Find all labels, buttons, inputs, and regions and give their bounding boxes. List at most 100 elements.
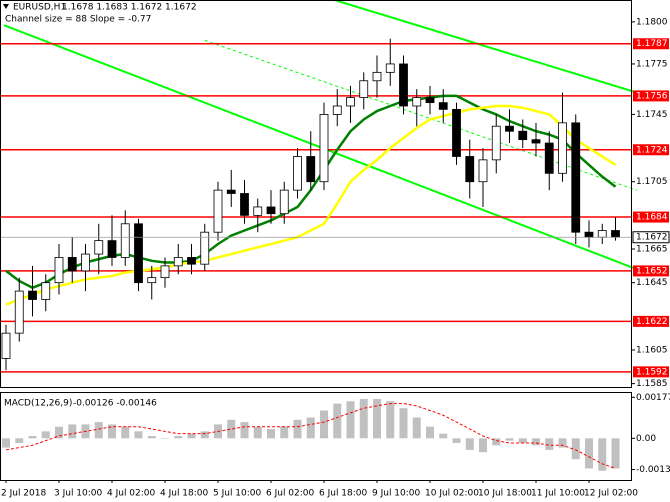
macd-bar: [240, 422, 249, 439]
candle-body: [385, 63, 395, 73]
y-tick-label: 0.00177: [636, 393, 670, 403]
level-label: 1.1652: [636, 266, 668, 276]
macd-bar: [399, 408, 408, 439]
candle-body: [41, 282, 51, 300]
level-label-box: [633, 366, 669, 378]
macd-bar: [545, 438, 554, 450]
x-tick-label: 2 Jul 2018: [1, 489, 46, 499]
candle-body: [399, 63, 408, 107]
macd-bar: [55, 426, 63, 439]
macd-bar: [558, 438, 567, 448]
level-label-box: [633, 315, 669, 327]
candle-body: [584, 231, 594, 238]
candle-body: [120, 223, 130, 258]
ohlc-readout: 1.1678 1.1683 1.1672 1.1672: [62, 3, 197, 13]
x-tick-label: 4 Jul 18:00: [160, 489, 209, 499]
macd-bar: [571, 438, 580, 460]
candle-body: [266, 206, 276, 215]
macd-bar: [479, 438, 487, 453]
candle-body: [558, 122, 567, 174]
y-tick-label: 0.00: [636, 434, 656, 444]
macd-bar: [518, 438, 527, 443]
y-tick-label: 1.1775: [636, 59, 668, 69]
macd-bar: [121, 426, 130, 439]
candle-body: [253, 206, 263, 216]
macd-bar: [94, 422, 103, 439]
macd-bar: [306, 417, 315, 439]
y-tick-label: 1.1645: [636, 278, 668, 288]
candle-body: [107, 240, 117, 258]
level-label-box: [633, 90, 669, 102]
macd-bar: [147, 436, 156, 439]
candle-body: [611, 230, 620, 238]
macd-bar: [187, 433, 196, 439]
candle-body: [346, 97, 355, 107]
macd-readout: -0.00126 -0.00146: [73, 399, 157, 409]
level-label: 1.1684: [636, 213, 668, 223]
macd-bar: [505, 438, 514, 441]
candle-body: [505, 125, 514, 132]
candle-body: [213, 189, 223, 233]
candle-body: [478, 159, 488, 183]
x-tick-label: 11 Jul 10:00: [531, 489, 585, 499]
candle-body: [359, 80, 369, 98]
x-tick-label: 10 Jul 18:00: [478, 489, 532, 499]
macd-bar: [227, 419, 236, 439]
y-tick-label: 1.1745: [636, 110, 668, 120]
last-price-box: [632, 231, 670, 244]
y-tick-label: -0.00135: [636, 465, 670, 475]
candle-body: [240, 193, 249, 216]
level-label: 1.1756: [636, 91, 668, 101]
macd-bar: [465, 438, 474, 450]
macd-bar: [492, 438, 501, 446]
candle-body: [187, 257, 196, 265]
level-label-box: [633, 211, 669, 223]
macd-bar: [174, 436, 183, 439]
level-label: 1.1622: [636, 317, 668, 327]
candle-body: [306, 156, 316, 183]
macd-bar: [412, 417, 421, 439]
macd-bar: [200, 431, 209, 439]
candle-body: [571, 122, 581, 233]
y-tick-label: 1.1605: [636, 345, 668, 355]
candle-body: [54, 257, 64, 284]
level-label: 1.1724: [636, 145, 668, 155]
y-tick-label: 1.1585: [636, 379, 668, 389]
level-label-box: [633, 38, 669, 50]
candle-body: [94, 240, 104, 255]
x-tick-label: 3 Jul 10:00: [54, 489, 103, 499]
macd-bar: [2, 438, 10, 448]
macd-bar: [532, 438, 540, 446]
candle-body: [67, 257, 77, 272]
candle-body: [319, 114, 329, 183]
channel-line: [334, 0, 637, 94]
macd-bar: [320, 410, 328, 439]
macd-bar: [293, 419, 302, 439]
macd-bar: [41, 431, 50, 439]
level-label-box: [633, 265, 669, 277]
x-tick-label: 4 Jul 02:00: [107, 489, 156, 499]
macd-bar: [280, 426, 289, 439]
macd-bar: [426, 426, 434, 439]
macd-signal: [5, 403, 616, 469]
macd-bar: [108, 424, 116, 439]
candle-body: [452, 108, 461, 157]
symbol-title: EURUSD,H1: [13, 3, 66, 13]
menu-triangle[interactable]: [3, 4, 9, 9]
candle-body: [81, 253, 90, 272]
macd-bar: [68, 424, 77, 439]
macd-bar: [346, 401, 355, 439]
macd-bar: [439, 433, 448, 439]
candle-body: [438, 102, 448, 110]
candle-body: [173, 257, 183, 267]
level-label-box: [633, 144, 669, 156]
candle-body: [160, 265, 170, 279]
macd-bar: [333, 403, 342, 439]
macd-bar: [161, 438, 169, 439]
candle-body: [425, 97, 435, 104]
candle-body: [332, 105, 342, 115]
main-frame: [0, 0, 632, 388]
macd-bar: [28, 436, 37, 439]
candle-body: [200, 231, 210, 265]
